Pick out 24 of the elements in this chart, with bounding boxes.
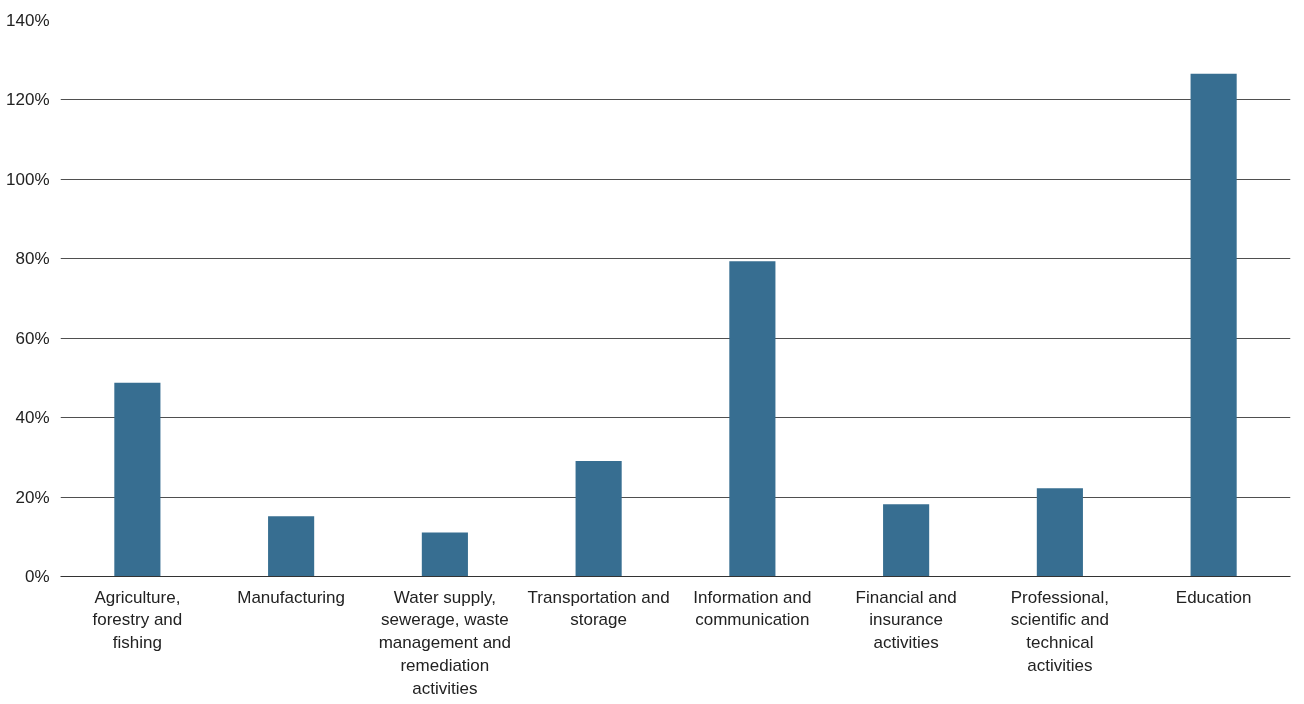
x-tick-label: Information and communication (693, 587, 812, 630)
bar (1190, 73, 1237, 577)
bar (114, 382, 161, 577)
x-tick-label: Professional, scientific and technical activities (1010, 587, 1110, 675)
x-tick-label: Financial and insurance activities (855, 587, 957, 653)
bar (883, 504, 930, 577)
y-tick-label: 140% (6, 11, 50, 30)
y-tick-label: 40% (15, 408, 50, 428)
y-tick-label: 120% (6, 90, 50, 110)
y-tick-label: 80% (15, 249, 50, 269)
x-tick-label: Water supply, sewerage, waste management and remediation activities (378, 587, 512, 698)
bar (1036, 488, 1083, 577)
bar (729, 261, 776, 577)
y-tick-label: 0% (24, 567, 50, 586)
y-tick-label: 100% (6, 169, 50, 189)
y-tick-label: 20% (15, 487, 50, 507)
bar (421, 532, 468, 577)
bar (268, 516, 315, 577)
y-tick-label: 60% (15, 328, 50, 348)
x-tick-label: Transportation and storage (527, 587, 670, 630)
bar (575, 460, 622, 577)
x-tick-label: Agriculture, forestry and fishing (92, 587, 183, 653)
x-tick-label: Education (1175, 587, 1252, 607)
x-tick-label: Manufacturing (237, 587, 345, 607)
